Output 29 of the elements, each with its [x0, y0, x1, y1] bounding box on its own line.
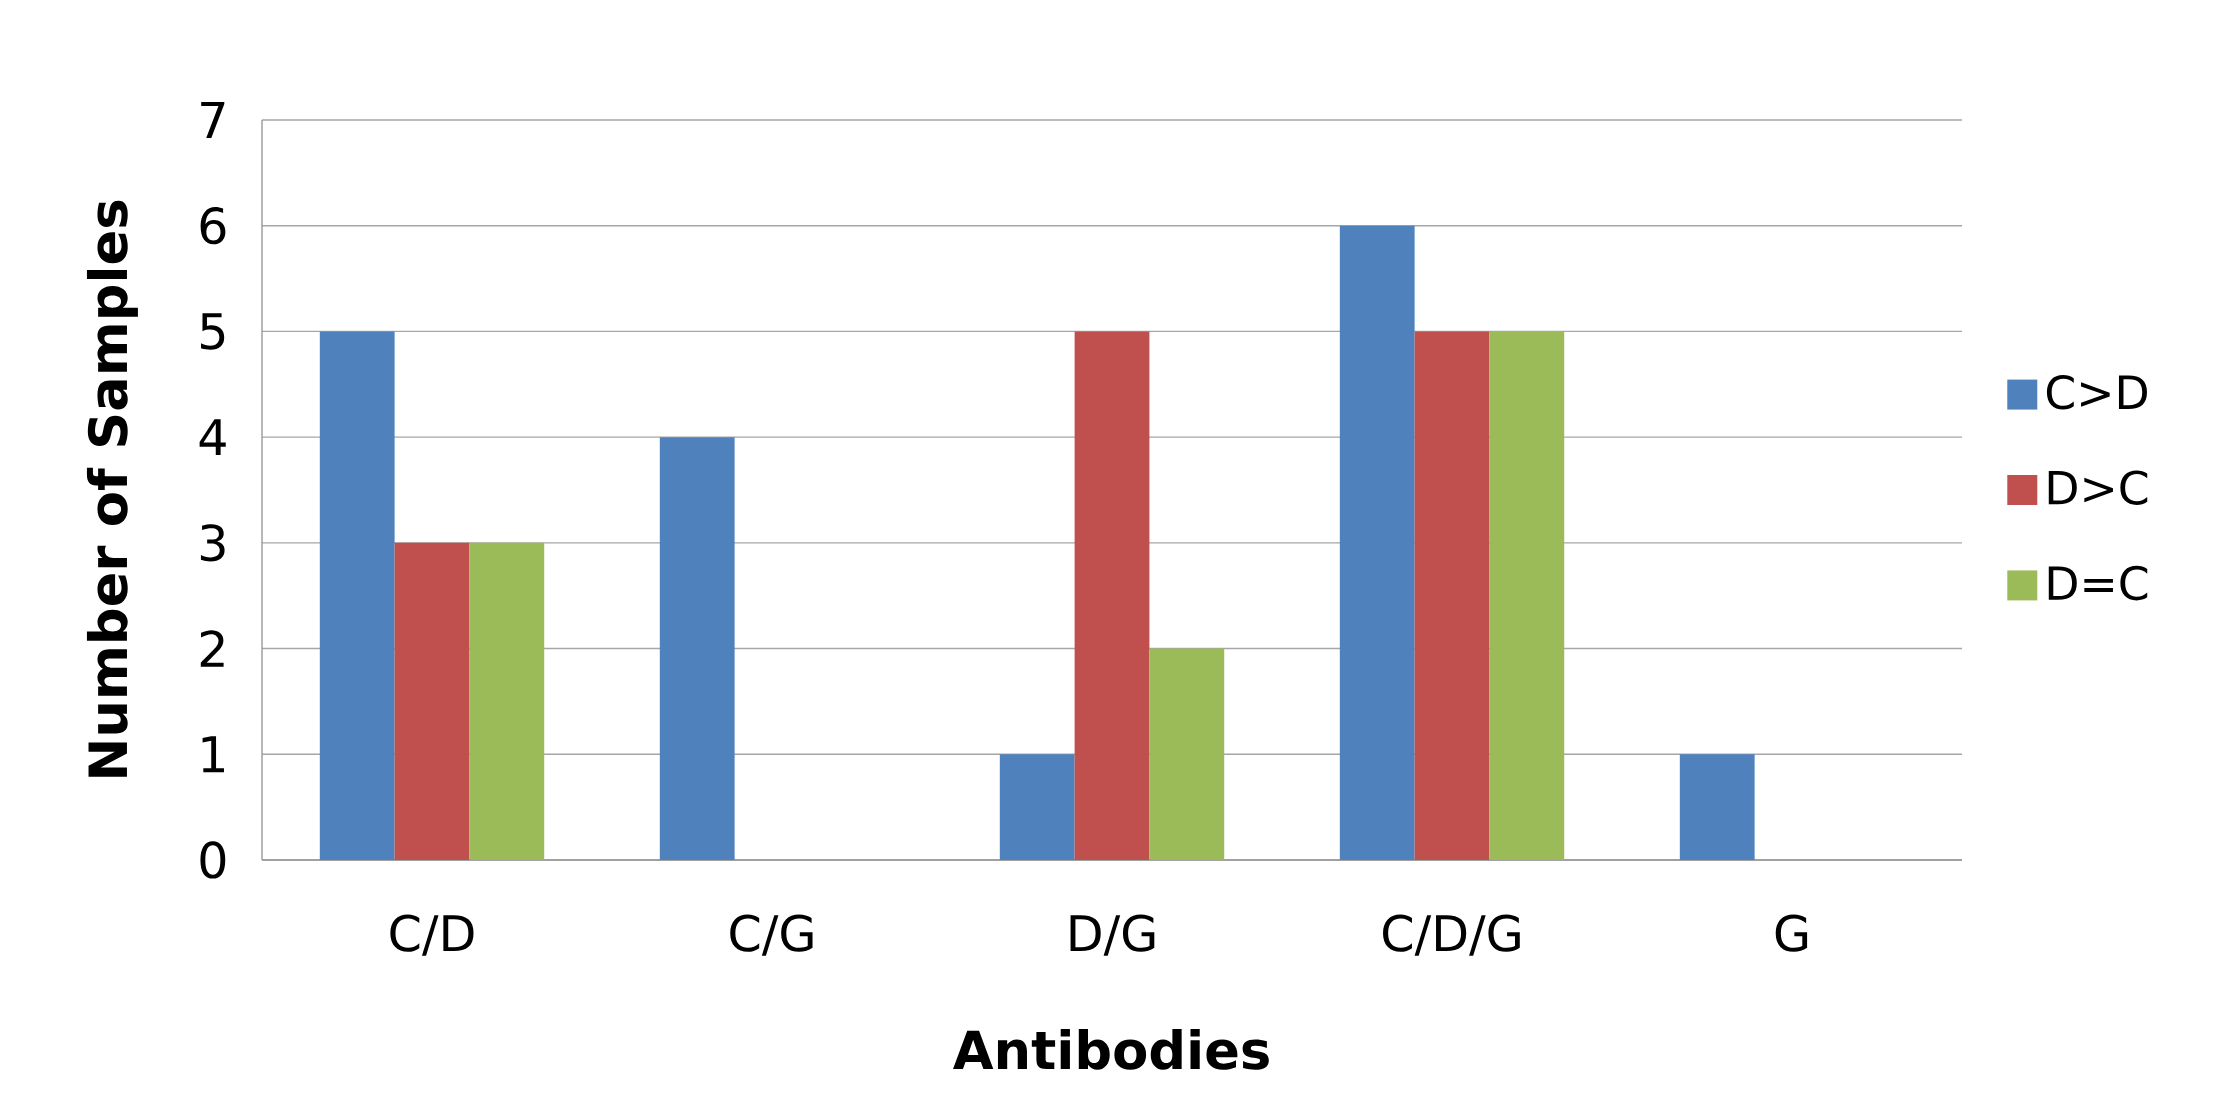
y-tick-label: 2 [200, 630, 224, 667]
bar [1414, 331, 1490, 860]
bar [1074, 331, 1150, 860]
x-tick-label: G [1775, 914, 1808, 952]
bar [1149, 648, 1225, 860]
bar [1339, 225, 1415, 860]
legend-label: D=C [2048, 565, 2148, 601]
x-tick-label: D/G [1070, 914, 1155, 956]
y-tick-label: 3 [200, 524, 225, 562]
x-axis-title: Antibodies [953, 1029, 1269, 1070]
bar [394, 542, 470, 860]
y-tick-label: 6 [200, 207, 226, 245]
x-tick-label: C/D [390, 914, 474, 956]
legend-label: C>D [2046, 375, 2147, 410]
y-tick-label: 7 [201, 102, 225, 138]
y-tick-label: 4 [199, 419, 226, 456]
bar [1679, 754, 1755, 860]
y-tick-label: 1 [202, 736, 224, 773]
bar [319, 331, 395, 860]
legend-label: D>C [2048, 470, 2148, 505]
y-tick-label: 0 [200, 841, 226, 879]
bar [469, 542, 545, 860]
y-axis-title: Number of Samples [86, 200, 138, 777]
x-tick-label: C/G [730, 914, 813, 956]
bar [1489, 331, 1565, 860]
bar [999, 754, 1075, 860]
x-tick-label: C/D/G [1383, 914, 1520, 956]
y-tick-label: 5 [201, 313, 225, 350]
bar [659, 437, 735, 860]
